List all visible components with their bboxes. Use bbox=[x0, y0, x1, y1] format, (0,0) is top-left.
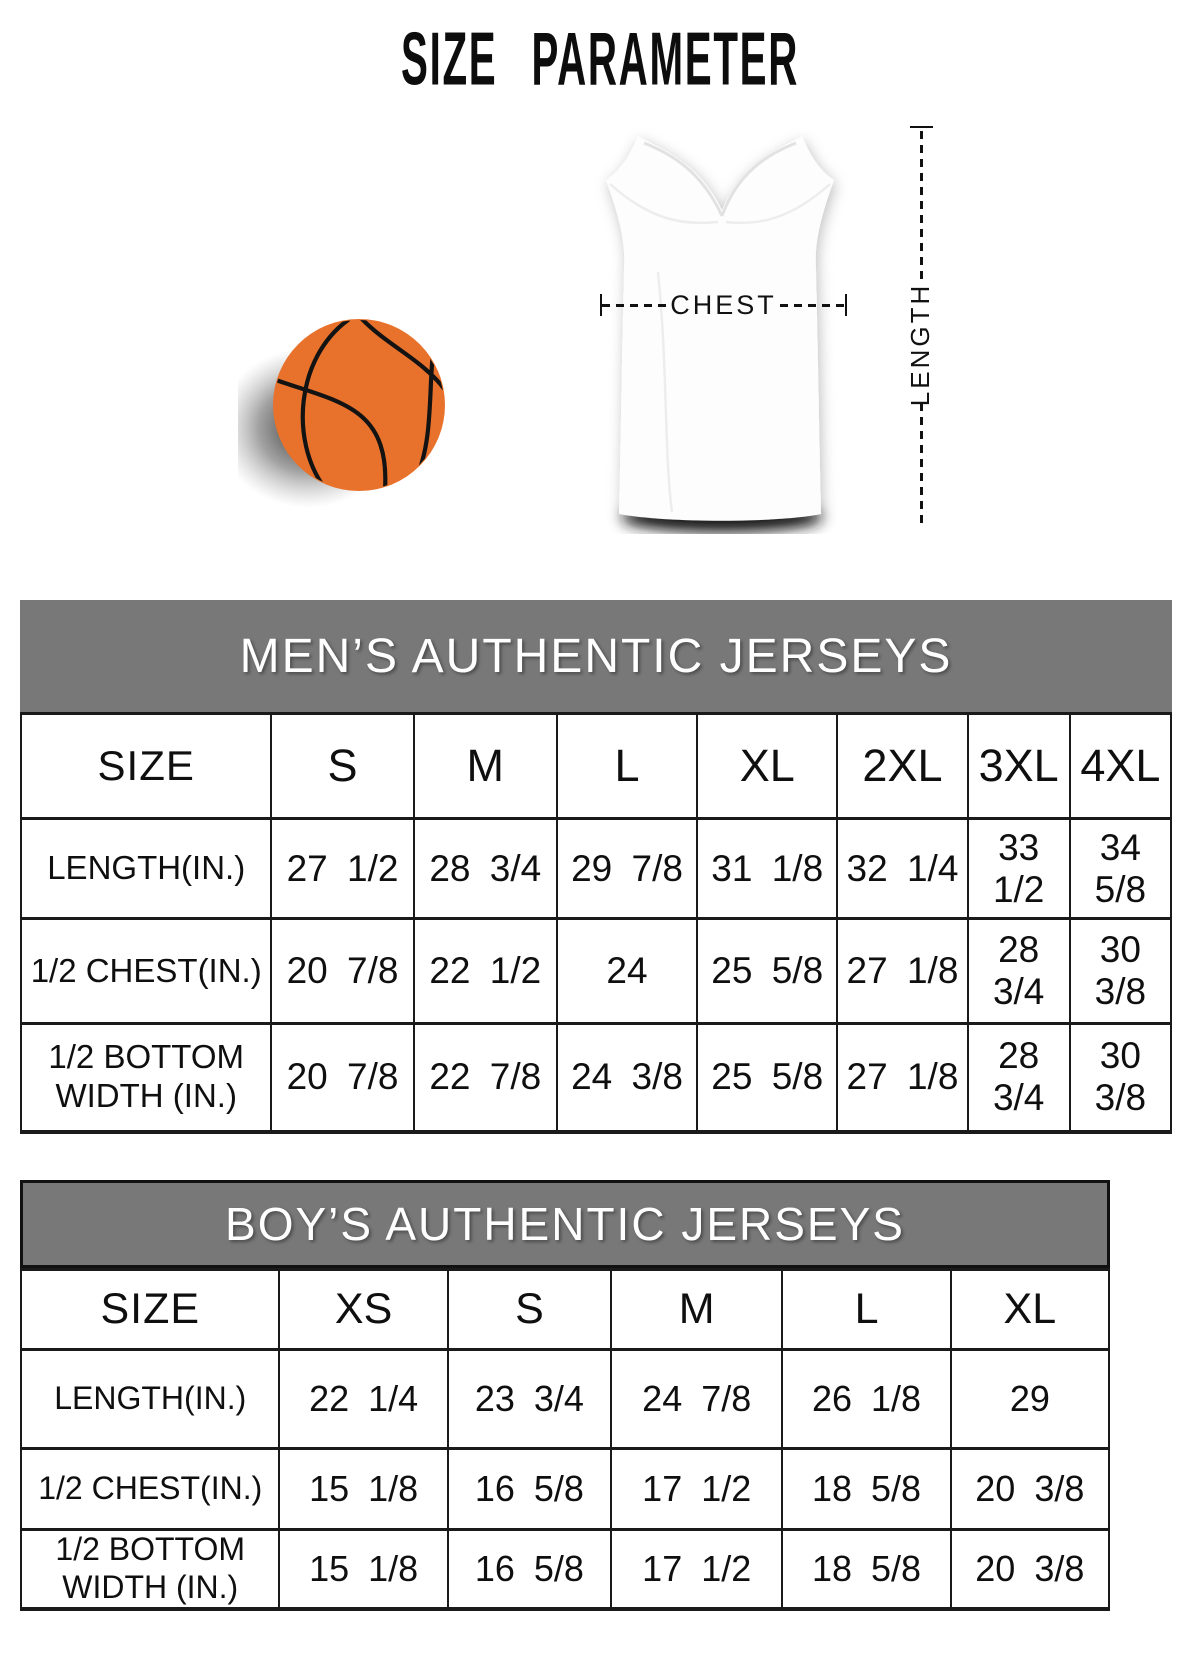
value-cell: 16 5/8 bbox=[446, 1528, 613, 1611]
boys-size-table-holder: SIZE XS S M L XL LENGTH(IN.) 22 1/4 23 3/4 24 7/8… bbox=[19, 1268, 1111, 1611]
value-cell: 24 bbox=[555, 917, 699, 1025]
value-cell: 29 bbox=[949, 1348, 1111, 1450]
size-header-l: L bbox=[555, 712, 699, 820]
boys-size-table: SIZE XS S M L XL LENGTH(IN.) 22 1/4 23 3/4 24 7/8… bbox=[19, 1268, 1111, 1611]
row-label: LENGTH(IN.) bbox=[19, 1348, 281, 1450]
value-cell: 17 1/2 bbox=[610, 1528, 784, 1611]
size-header-xl: XL bbox=[949, 1268, 1111, 1351]
page-title: SIZE PARAMETER bbox=[400, 17, 799, 102]
chest-measurement-annotation: CHEST bbox=[600, 289, 848, 320]
value-cell: 17 1/2 bbox=[610, 1447, 784, 1531]
value-cell: 20 3/8 bbox=[949, 1528, 1111, 1611]
value-cell: 31 1/8 bbox=[696, 817, 839, 920]
size-header-xs: XS bbox=[278, 1268, 449, 1351]
value-cell: 23 3/4 bbox=[446, 1348, 613, 1450]
chest-dashed-line-right bbox=[779, 303, 846, 307]
jersey-illustration bbox=[606, 136, 834, 532]
ball-body bbox=[273, 319, 445, 491]
value-cell: 18 5/8 bbox=[781, 1528, 952, 1611]
table-row: LENGTH(IN.) 22 1/4 23 3/4 24 7/8 26 1/8 29 bbox=[19, 1348, 1111, 1450]
value-cell: 28 3/4 bbox=[966, 1022, 1071, 1134]
mens-section-title: MEN’S AUTHENTIC JERSEYS bbox=[20, 600, 1172, 712]
value-cell: 30 3/8 bbox=[1068, 917, 1173, 1025]
value-cell: 24 3/8 bbox=[555, 1022, 699, 1134]
value-cell: 18 5/8 bbox=[781, 1447, 952, 1531]
size-header-xl: XL bbox=[696, 712, 839, 820]
row-label: 1/2 CHEST(IN.) bbox=[19, 917, 273, 1025]
value-cell: 20 7/8 bbox=[270, 1022, 415, 1134]
size-column-label: SIZE bbox=[19, 712, 273, 820]
size-header-2xl: 2XL bbox=[836, 712, 969, 820]
chest-right-tick bbox=[845, 294, 848, 316]
value-cell: 34 5/8 bbox=[1068, 817, 1173, 920]
value-cell: 28 3/4 bbox=[412, 817, 558, 920]
size-header-4xl: 4XL bbox=[1068, 712, 1173, 820]
value-cell: 22 1/4 bbox=[278, 1348, 449, 1450]
size-header-row: SIZE S M L XL 2XL 3XL 4XL bbox=[19, 712, 1173, 820]
size-header-s: S bbox=[446, 1268, 613, 1351]
row-label: 1/2 BOTTOM WIDTH (IN.) bbox=[19, 1022, 273, 1134]
value-cell: 30 3/8 bbox=[1068, 1022, 1173, 1134]
value-cell: 20 3/8 bbox=[949, 1447, 1111, 1531]
mens-size-table: SIZE S M L XL 2XL 3XL 4XL LENGTH(IN.) 27 1/2 28 3/… bbox=[19, 712, 1173, 1134]
value-cell: 25 5/8 bbox=[696, 917, 839, 1025]
value-cell: 27 1/8 bbox=[836, 1022, 969, 1134]
size-header-l: L bbox=[781, 1268, 952, 1351]
value-cell: 29 7/8 bbox=[555, 817, 699, 920]
length-dashed-line-bottom bbox=[919, 403, 923, 525]
chest-dashed-line-left bbox=[602, 303, 668, 307]
value-cell: 26 1/8 bbox=[781, 1348, 952, 1450]
value-cell: 28 3/4 bbox=[966, 917, 1071, 1025]
table-row: 1/2 CHEST(IN.) 15 1/8 16 5/8 17 1/2 18 5/8 20… bbox=[19, 1447, 1111, 1531]
chest-left-tick bbox=[600, 294, 602, 316]
table-row: LENGTH(IN.) 27 1/2 28 3/4 29 7/8 31 1/8 32 1/… bbox=[19, 817, 1173, 920]
table-row: 1/2 BOTTOM WIDTH (IN.) 15 1/8 16 5/8 17 1/2… bbox=[19, 1528, 1111, 1611]
basketball-illustration bbox=[238, 319, 445, 508]
boys-section-title: BOY’S AUTHENTIC JERSEYS bbox=[20, 1180, 1110, 1268]
length-dashed-line-top bbox=[919, 131, 923, 285]
length-label-wrap: LENGTH bbox=[859, 282, 982, 406]
length-label: LENGTH bbox=[905, 282, 936, 406]
table-row: 1/2 BOTTOM WIDTH (IN.) 20 7/8 22 7/8 24 3/8… bbox=[19, 1022, 1173, 1134]
value-cell: 22 7/8 bbox=[412, 1022, 558, 1134]
size-header-3xl: 3XL bbox=[966, 712, 1071, 820]
size-header-m: M bbox=[412, 712, 558, 820]
size-header-row: SIZE XS S M L XL bbox=[19, 1268, 1111, 1351]
value-cell: 15 1/8 bbox=[278, 1528, 449, 1611]
chest-label: CHEST bbox=[670, 289, 777, 320]
size-header-s: S bbox=[270, 712, 415, 820]
value-cell: 33 1/2 bbox=[966, 817, 1071, 920]
value-cell: 16 5/8 bbox=[446, 1447, 613, 1531]
value-cell: 25 5/8 bbox=[696, 1022, 839, 1134]
value-cell: 27 1/8 bbox=[836, 917, 969, 1025]
table-row: 1/2 CHEST(IN.) 20 7/8 22 1/2 24 25 5/8 27 1/8… bbox=[19, 917, 1173, 1025]
jersey-body bbox=[606, 136, 834, 521]
value-cell: 32 1/4 bbox=[836, 817, 969, 920]
value-cell: 15 1/8 bbox=[278, 1447, 449, 1531]
value-cell: 27 1/2 bbox=[270, 817, 415, 920]
mens-size-table-holder: SIZE S M L XL 2XL 3XL 4XL LENGTH(IN.) 27 1/2 28 3/… bbox=[19, 712, 1173, 1134]
length-measurement-annotation: LENGTH bbox=[906, 126, 936, 528]
row-label: LENGTH(IN.) bbox=[19, 817, 273, 920]
row-label: 1/2 CHEST(IN.) bbox=[19, 1447, 281, 1531]
value-cell: 22 1/2 bbox=[412, 917, 558, 1025]
row-label: 1/2 BOTTOM WIDTH (IN.) bbox=[19, 1528, 281, 1611]
size-column-label: SIZE bbox=[19, 1268, 281, 1351]
size-header-m: M bbox=[610, 1268, 784, 1351]
value-cell: 20 7/8 bbox=[270, 917, 415, 1025]
value-cell: 24 7/8 bbox=[610, 1348, 784, 1450]
length-top-tick bbox=[909, 126, 933, 128]
